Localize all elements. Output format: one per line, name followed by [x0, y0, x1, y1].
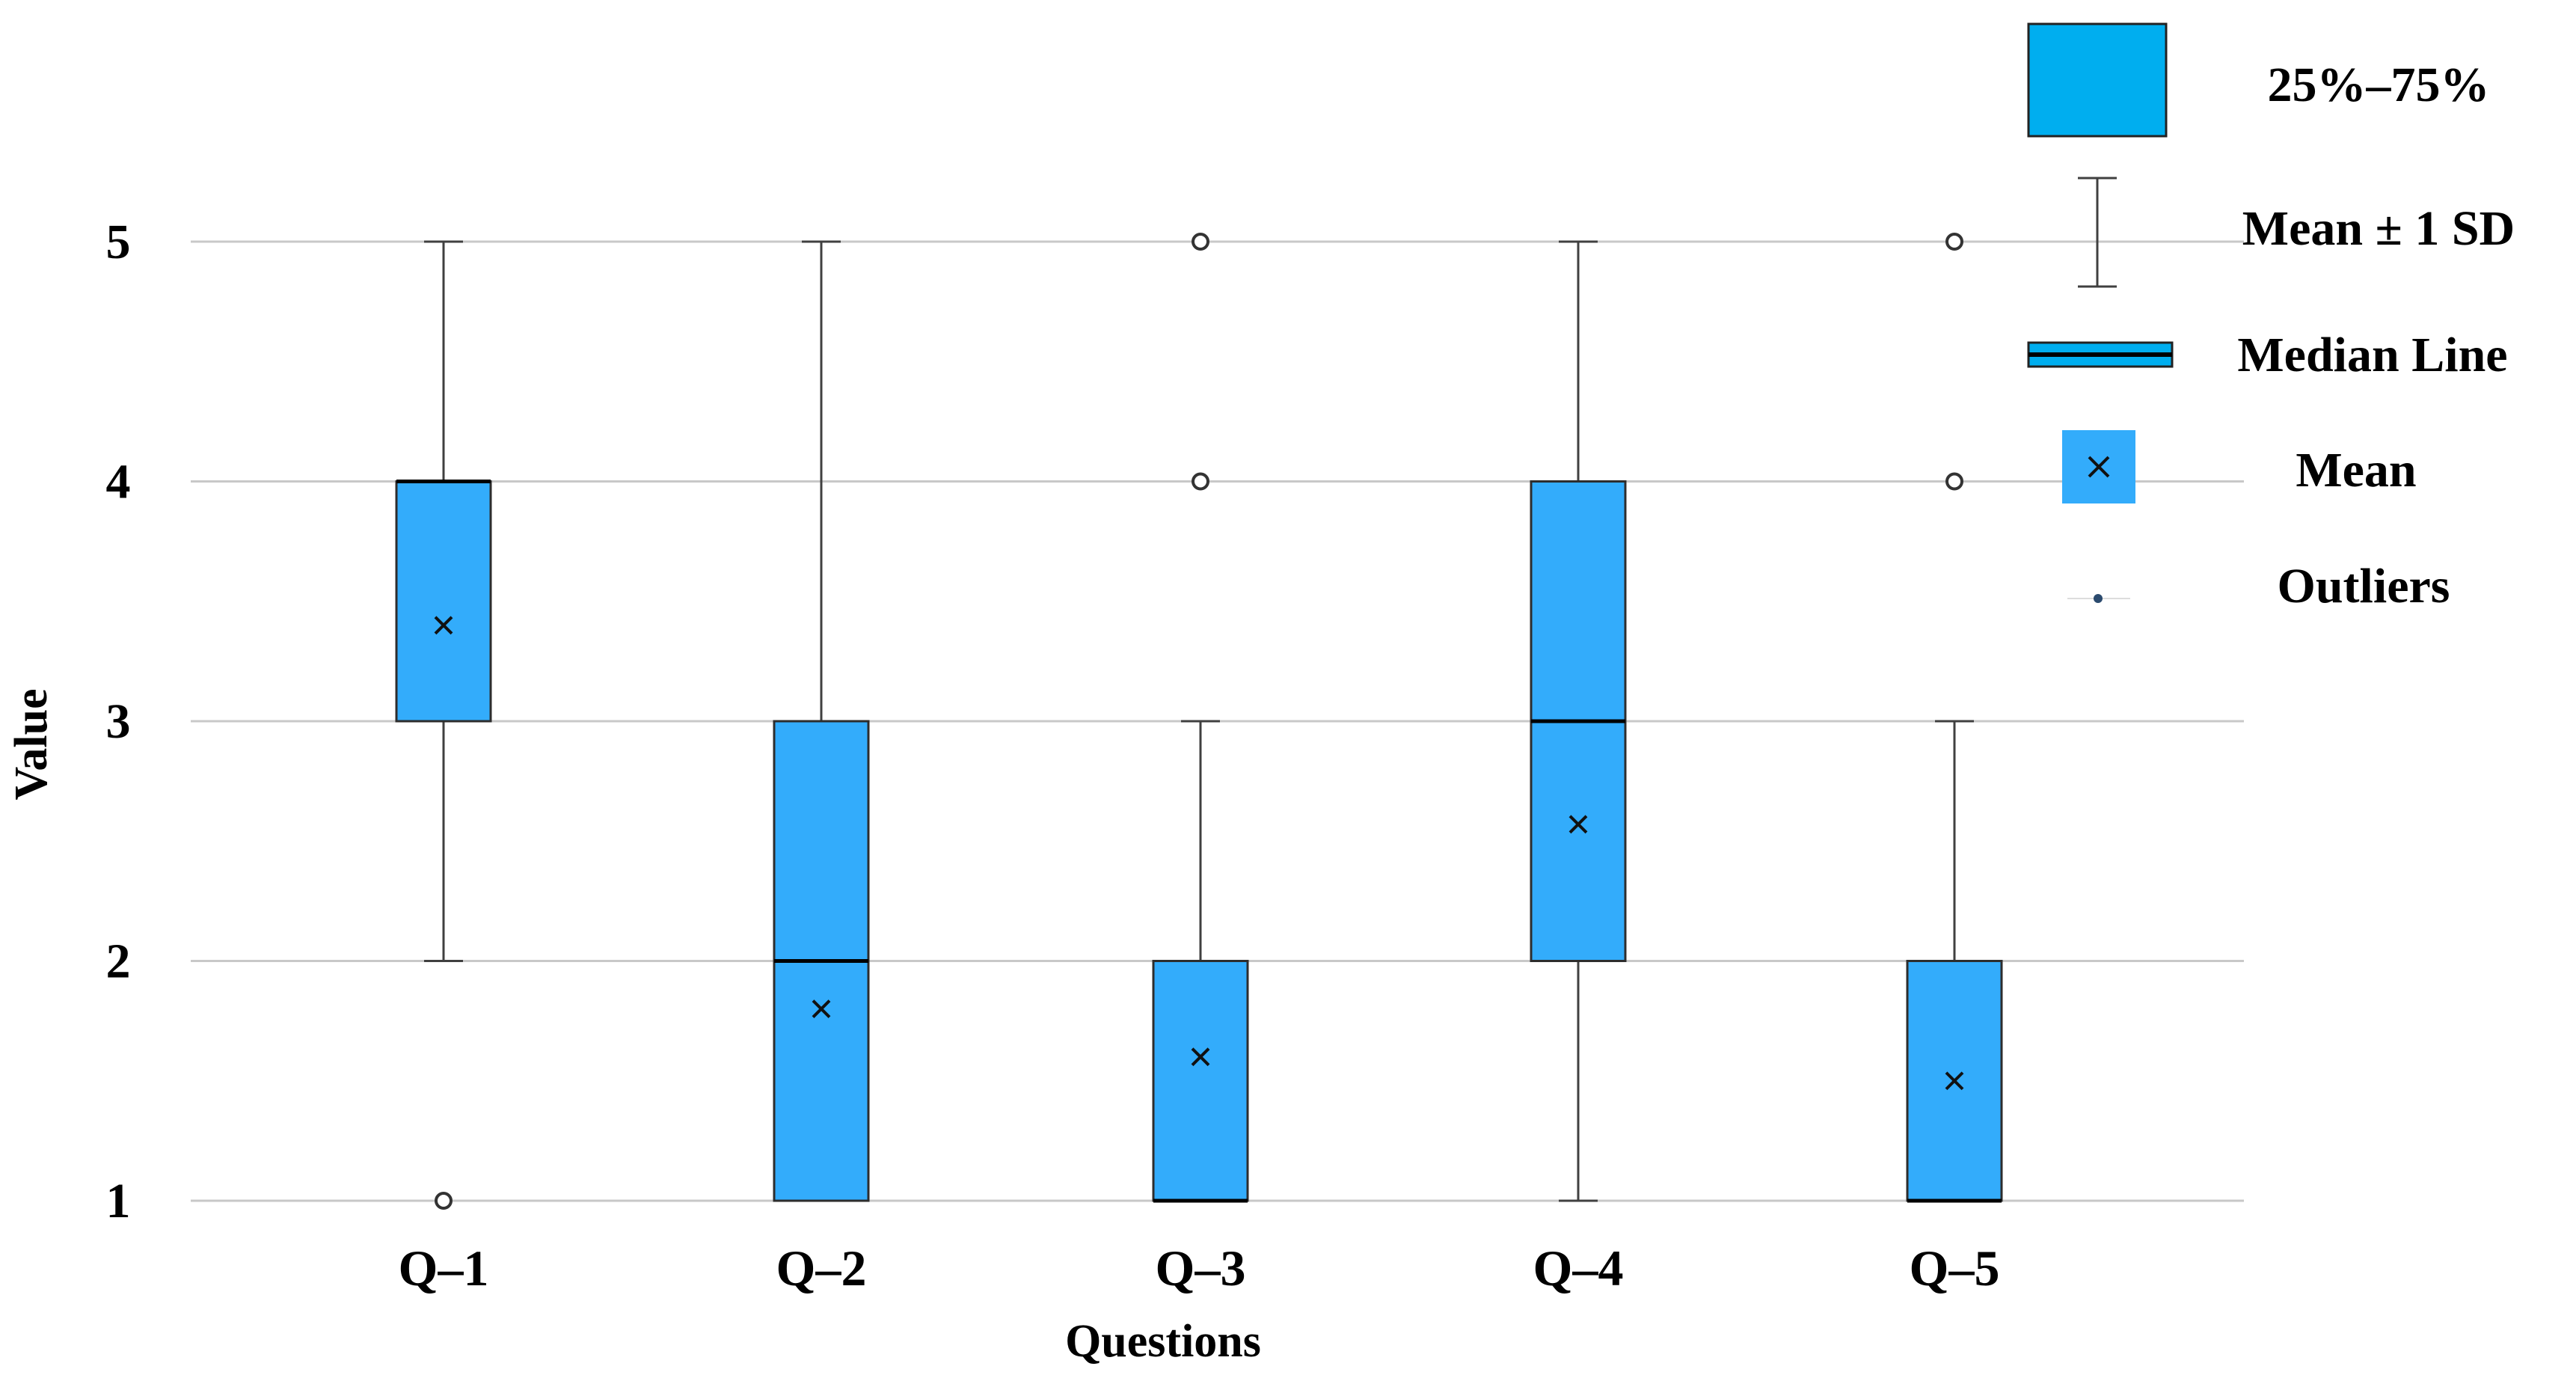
legend-label-mean: Mean	[2296, 443, 2416, 498]
mean-x-stroke	[434, 616, 453, 635]
y-axis-label: Value	[6, 688, 57, 800]
legend-box-swatch	[2027, 22, 2168, 138]
box-1	[395, 240, 492, 1210]
legend-whisker-swatch	[2078, 177, 2117, 288]
mean-marker	[1945, 1071, 1964, 1091]
box-series	[395, 233, 2003, 1210]
legend-label-median: Median Line	[2237, 328, 2507, 382]
mean-x-stroke	[1191, 1047, 1210, 1067]
mean-x-stroke	[812, 999, 831, 1019]
box-3	[1152, 233, 1249, 1203]
box-4	[1530, 240, 1627, 1202]
legend-outlier-dot	[2094, 594, 2103, 603]
mean-x-stroke	[1568, 815, 1588, 834]
y-tick-label: 2	[106, 934, 131, 989]
mean-marker	[812, 999, 831, 1019]
x-axis-label: Questions	[1065, 1316, 1261, 1367]
mean-marker	[1191, 1047, 1210, 1067]
x-tick-label: Q–2	[776, 1240, 867, 1296]
y-tick-label: 5	[106, 215, 131, 269]
mean-marker	[434, 616, 453, 635]
iqr-box	[395, 480, 492, 723]
box-5	[1906, 233, 2003, 1203]
x-tick-label: Q–1	[399, 1240, 489, 1296]
y-tick-label: 4	[106, 455, 131, 509]
legend: 25%–75% Mean ± 1 SD Median Line Mean Outlier…	[2027, 22, 2515, 613]
iqr-box	[1152, 960, 1249, 1202]
legend-label-box: 25%–75%	[2268, 58, 2490, 112]
outlier-point	[435, 1192, 453, 1210]
outlier-point	[1945, 233, 1963, 251]
y-tick-label: 1	[106, 1174, 131, 1228]
legend-label-whisker: Mean ± 1 SD	[2242, 201, 2515, 256]
x-tick-label: Q–3	[1156, 1240, 1246, 1296]
outlier-point	[1192, 233, 1209, 251]
x-tick-label: Q–5	[1910, 1240, 2000, 1296]
box-2	[773, 240, 870, 1202]
x-tick-label: Q–4	[1533, 1240, 1624, 1296]
legend-label-outlier: Outliers	[2278, 559, 2450, 613]
y-tick-labels: 1 2 3 4 5	[106, 215, 131, 1228]
legend-mean-x	[2088, 456, 2110, 478]
outlier-point	[1945, 472, 1963, 491]
outlier-point	[1192, 472, 1209, 491]
mean-marker	[1568, 815, 1588, 834]
y-tick-label: 3	[106, 694, 131, 749]
x-tick-labels: Q–1 Q–2 Q–3 Q–4 Q–5	[399, 1240, 2000, 1296]
mean-x-stroke	[1945, 1071, 1964, 1091]
